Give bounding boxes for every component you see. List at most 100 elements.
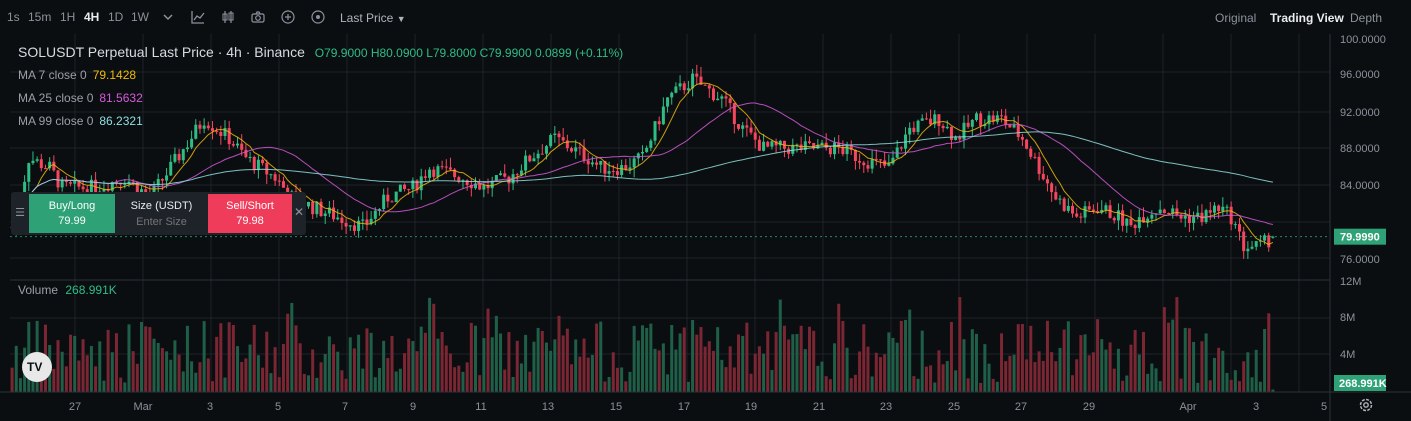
symbol-name: SOLUSDT Perpetual Last Price · 4h · Bina… [18, 44, 305, 60]
candle-body [64, 180, 68, 183]
volume-bar [707, 341, 711, 392]
buy-long-button[interactable]: Buy/Long 79.99 [29, 194, 115, 233]
volume-bar [1004, 361, 1008, 392]
view-tab-depth[interactable]: Depth [1350, 11, 1383, 25]
candle-body [770, 141, 774, 147]
candle-body [336, 217, 340, 220]
candle-body [620, 165, 624, 175]
volume-bar [127, 324, 131, 392]
volume-bar [457, 365, 461, 392]
volume-bar [1054, 361, 1058, 392]
candle-body [486, 185, 490, 189]
ma-line-99 [11, 131, 1273, 228]
chart-type-icon[interactable] [220, 9, 236, 25]
volume-bar [357, 334, 361, 392]
volume-bar [256, 355, 260, 392]
candle-body [720, 96, 724, 99]
volume-bar [1050, 352, 1054, 392]
candle-body [866, 165, 870, 169]
timeframe-4h[interactable]: 4H [84, 10, 100, 24]
indicator-icon[interactable] [190, 9, 206, 25]
sell-short-label: Sell/Short [226, 200, 274, 212]
current-price-tag [1334, 228, 1386, 245]
close-icon[interactable]: ✕ [294, 205, 305, 219]
volume-bar [39, 373, 43, 392]
volume-bar [833, 343, 837, 392]
timeframe-1d[interactable]: 1D [108, 10, 124, 24]
view-tab-trading-view[interactable]: Trading View [1270, 11, 1344, 25]
candle-body [332, 207, 336, 220]
candle-body [1075, 213, 1079, 217]
volume-bar [691, 319, 695, 392]
candle-body [60, 180, 64, 188]
volume-bar [73, 335, 77, 392]
candle-body [536, 153, 540, 159]
volume-bars [10, 297, 1275, 392]
timeframe-1w[interactable]: 1W [131, 10, 149, 24]
drag-handle-icon[interactable]: ☰ [15, 207, 25, 219]
candle-body [724, 96, 728, 99]
volume-bar [382, 340, 386, 392]
add-alt-icon[interactable] [310, 9, 326, 25]
price-type-dropdown[interactable]: Last Price ▼ [340, 11, 406, 25]
volume-bar [837, 303, 841, 392]
candle-body [611, 171, 615, 173]
volume-bar [114, 333, 118, 392]
volume-bar [106, 329, 110, 392]
candle-body [1137, 217, 1141, 229]
volume-bar [169, 359, 173, 392]
candle-body [1008, 124, 1012, 128]
volume-bar [1012, 354, 1016, 392]
chevron-down-icon[interactable] [160, 9, 176, 25]
ohlc-values: O79.9000 H80.0900 L79.8000 C79.9900 0.08… [314, 46, 624, 60]
volume-bar [632, 325, 636, 392]
volume-bar [503, 369, 507, 392]
view-tab-original[interactable]: Original [1215, 11, 1257, 25]
price-tick: 100.0000 [1340, 34, 1386, 46]
timeframe-15m[interactable]: 15m [28, 10, 52, 24]
current-volume-label: 268.991K [1339, 378, 1387, 390]
volume-bar [1175, 297, 1179, 392]
volume-bar [908, 309, 912, 392]
volume-bar [1000, 333, 1004, 392]
volume-bar [536, 327, 540, 392]
candle-body [77, 180, 81, 187]
candle-body [1087, 206, 1091, 210]
volume-bar [515, 340, 519, 392]
timeframe-1s[interactable]: 1s [7, 10, 20, 24]
candle-body [912, 127, 916, 132]
volume-bar [403, 353, 407, 392]
add-icon[interactable] [280, 9, 296, 25]
candle-body [970, 120, 974, 127]
volume-bar [924, 366, 928, 392]
volume-bar [398, 368, 402, 392]
volume-bar [202, 321, 206, 392]
candle-body [887, 163, 891, 166]
timeframe-1h[interactable]: 1H [60, 10, 76, 24]
candle-body [590, 162, 594, 165]
candle-body [908, 127, 912, 135]
candle-body [110, 181, 114, 191]
size-input[interactable] [119, 215, 204, 229]
candle-body [607, 171, 611, 174]
chart-toolbar: 1s 15m 1H 4H 1D 1W Last Price ▼ Original Tradi… [0, 0, 1411, 34]
volume-bar [874, 352, 878, 392]
camera-icon[interactable] [250, 9, 266, 25]
size-label: Size (USDT) [130, 200, 193, 212]
candle-body [1121, 210, 1125, 226]
time-tick: 13 [542, 401, 554, 413]
volume-bar [1066, 321, 1070, 392]
ma-value: 81.5632 [99, 91, 143, 105]
sell-short-button[interactable]: Sell/Short 79.98 [208, 194, 292, 233]
volume-bar [820, 361, 824, 392]
gear-icon[interactable] [1357, 396, 1375, 414]
candle-body [916, 120, 920, 132]
candle-body [248, 156, 252, 158]
volume-bar [849, 378, 853, 392]
candle-body [202, 125, 206, 129]
candle-body [448, 167, 452, 170]
candle-body [411, 180, 415, 190]
volume-bar [352, 348, 356, 392]
candle-body [27, 163, 31, 182]
candle-body [682, 83, 686, 91]
